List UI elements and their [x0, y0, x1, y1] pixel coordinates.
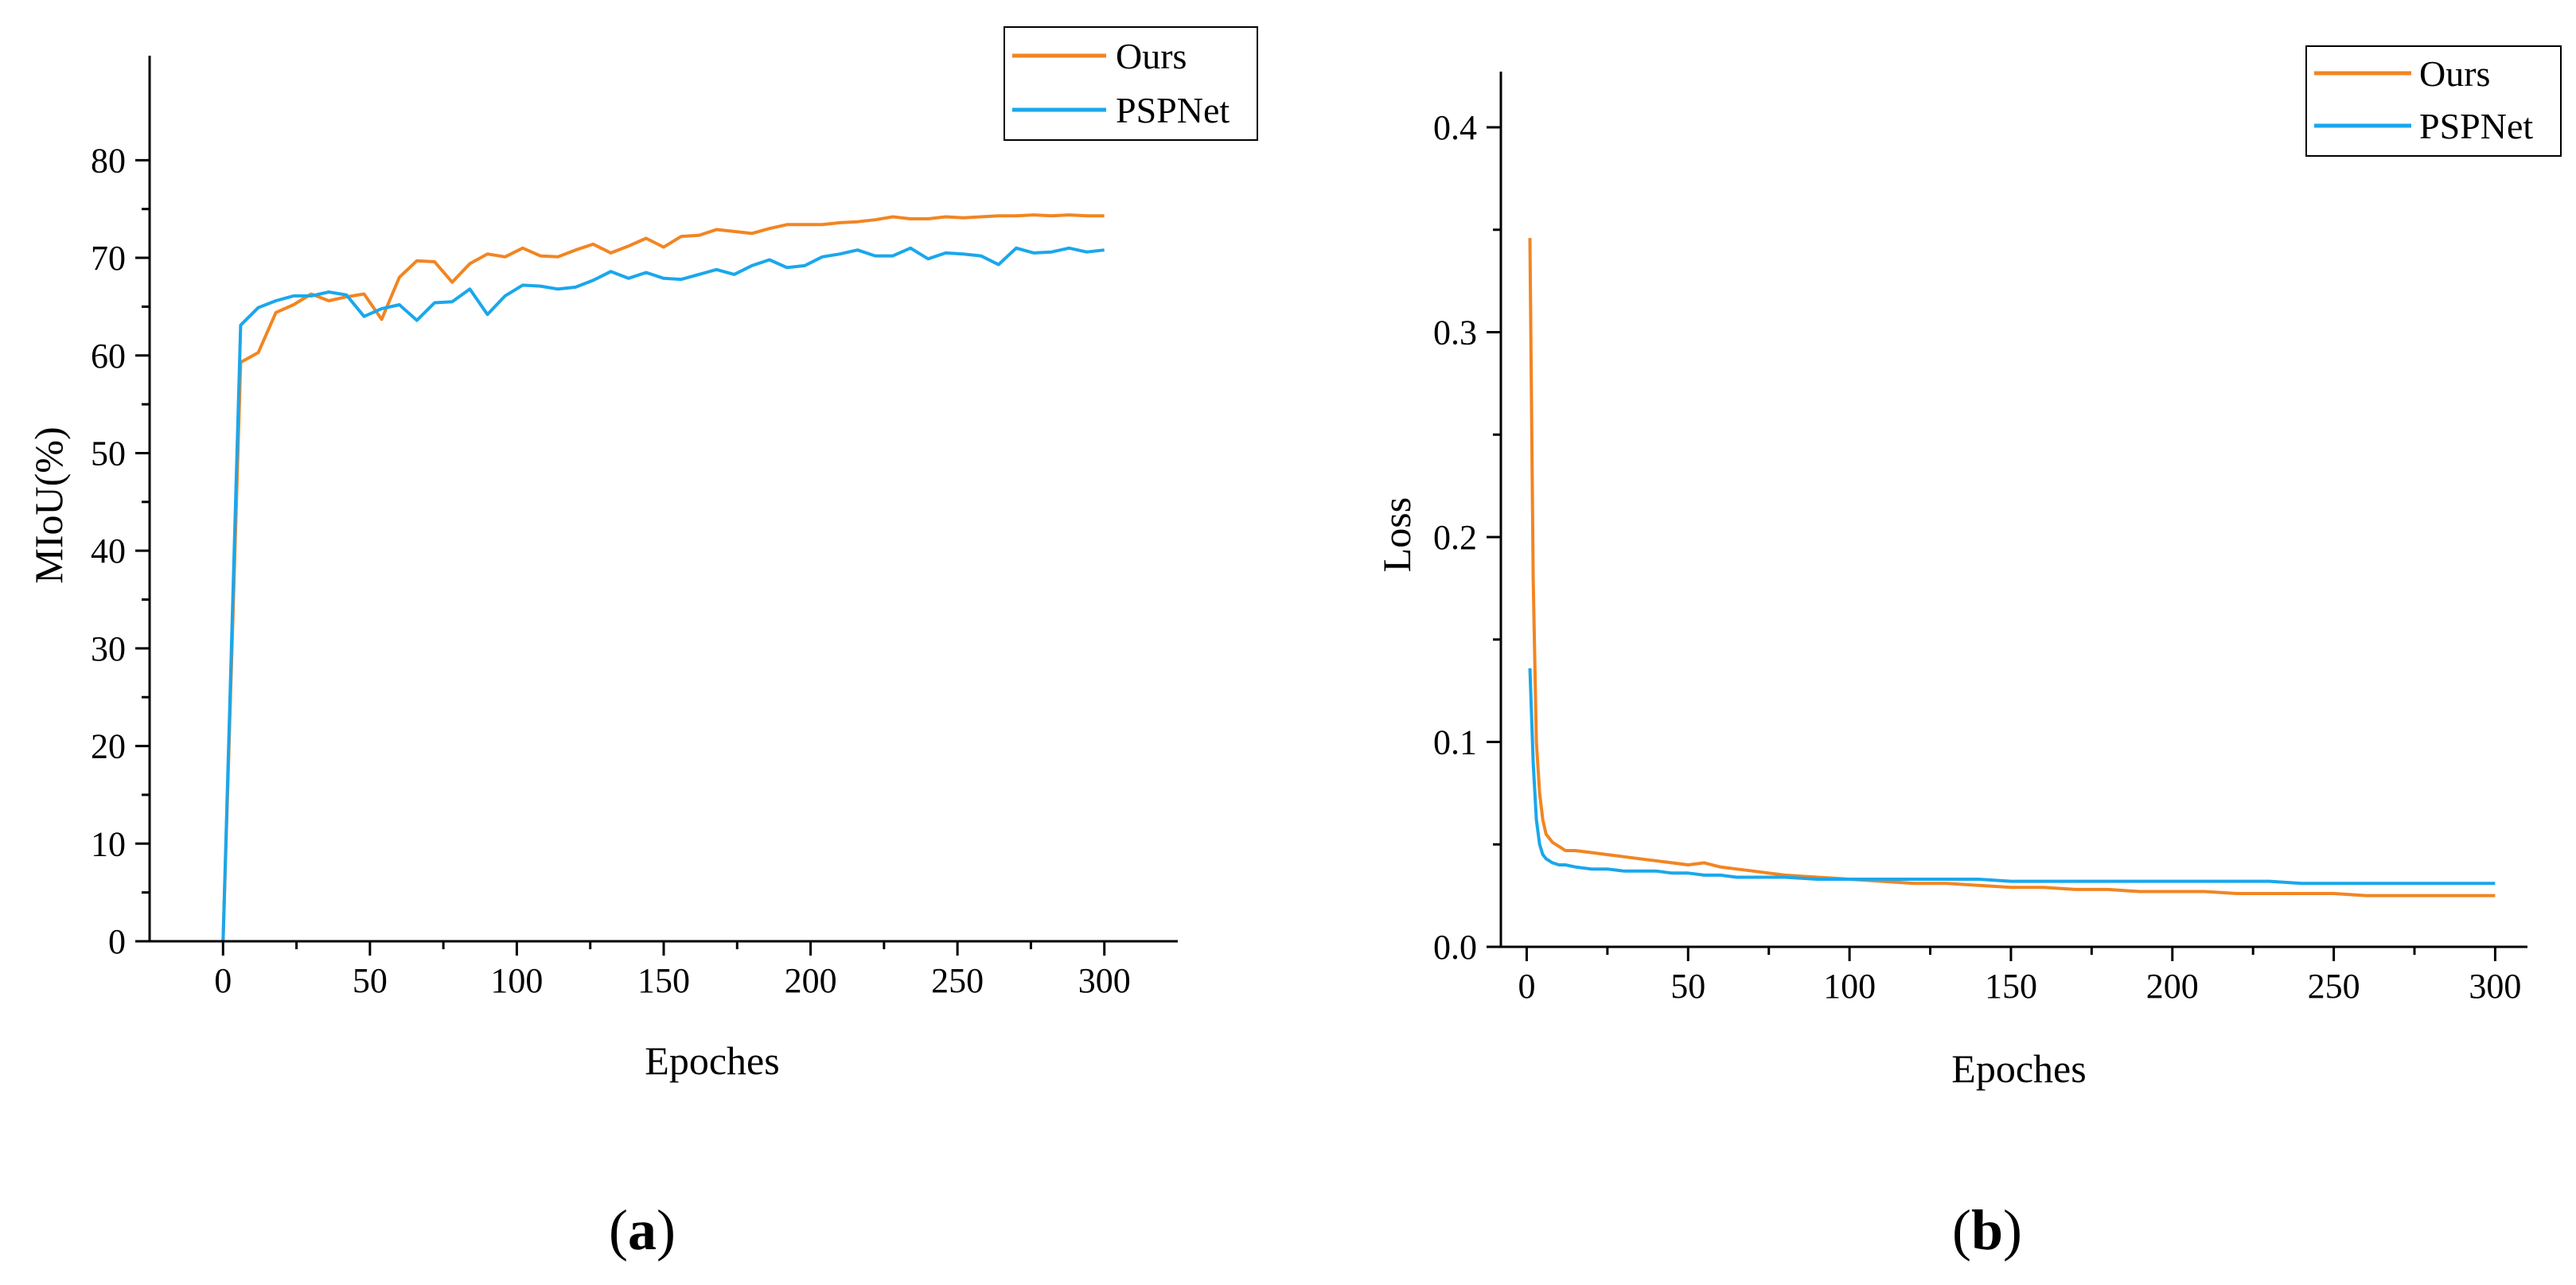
panel-b-x-tick-label: 150	[1985, 967, 2037, 1006]
panel-b-y-tick-label: 0.4	[1433, 108, 1477, 147]
panel-b-caption: (b)	[1952, 1198, 2022, 1262]
panel-a-x-axis-label: Epoches	[645, 1038, 779, 1083]
panel-a-x-tick-label: 0	[214, 961, 232, 1000]
panel-b-x-tick-label: 250	[2308, 967, 2360, 1006]
panel-b-axes: 0 50 100 150 200 250 300 0.0 0.1 0.2 0.3 0.4	[1433, 72, 2527, 1006]
panel-a-chart: 0 50 100 150 200 250 300 0 10 20 30 40 50 60 70 80 Epoc…	[26, 26, 1258, 1262]
panel-a-legend-label-pspnet: PSPNet	[1116, 90, 1230, 130]
panel-a-legend-box	[1004, 26, 1258, 141]
panel-a-legend: Ours PSPNet	[1004, 26, 1258, 141]
panel-a-y-tick-label: 40	[91, 532, 126, 570]
panel-a-y-tick-label: 60	[91, 337, 126, 376]
panel-a-x-tick-label: 150	[637, 961, 690, 1000]
panel-b-y-tick-label: 0.1	[1433, 723, 1477, 762]
panel-a-x-tick-label: 200	[785, 961, 837, 1000]
panel-b-x-axis-label: Epoches	[1951, 1046, 2086, 1091]
panel-a-y-tick-label: 80	[91, 141, 126, 180]
panel-b-y-axis-label: Loss	[1374, 497, 1419, 572]
panel-b-legend: Ours PSPNet	[2305, 45, 2562, 157]
panel-b-legend-label-pspnet: PSPNet	[2419, 106, 2533, 146]
panel-a-axes: 0 50 100 150 200 250 300 0 10 20 30 40 50 60 70 80	[91, 56, 1178, 1000]
panel-a-x-tick-label: 100	[490, 961, 543, 1000]
panel-a-series-pspnet-line	[221, 246, 1105, 942]
panel-a-y-tick-label: 70	[91, 239, 126, 278]
panel-b-y-tick-label: 0.0	[1433, 928, 1477, 967]
panel-a-y-tick-label: 30	[91, 629, 126, 668]
panel-b-x-tick-label: 100	[1823, 967, 1876, 1006]
panel-b-legend-box	[2305, 45, 2562, 157]
panel-b-series-layer	[1528, 238, 2496, 898]
panel-a-y-tick-label: 0	[108, 922, 126, 961]
panel-a-y-tick-label: 20	[91, 727, 126, 766]
panel-b-y-tick-label: 0.3	[1433, 313, 1477, 352]
panel-b-x-tick-label: 300	[2469, 967, 2521, 1006]
panel-a-x-tick-label: 50	[353, 961, 388, 1000]
panel-a-y-tick-label: 10	[91, 824, 126, 863]
panel-b-series-ours-line	[1528, 238, 2496, 898]
panel-a-series-layer	[221, 213, 1105, 942]
panel-a-series-ours-line	[221, 213, 1105, 942]
panel-a-caption: (a)	[609, 1198, 676, 1262]
panel-a-y-tick-label: 50	[91, 434, 126, 473]
panel-b-chart: 0 50 100 150 200 250 300 0.0 0.1 0.2 0.3 0.4 Epoche…	[1374, 45, 2562, 1262]
panel-a-y-axis-label: MIoU(%)	[26, 426, 71, 583]
panel-b-legend-label-ours: Ours	[2419, 53, 2490, 94]
panel-a-legend-label-ours: Ours	[1116, 36, 1187, 76]
panel-b-series-pspnet-line	[1528, 668, 2496, 886]
panel-a-x-tick-label: 250	[931, 961, 984, 1000]
panel-a-x-tick-label: 300	[1078, 961, 1131, 1000]
panel-b-x-tick-label: 0	[1518, 967, 1535, 1006]
panel-b-x-tick-label: 200	[2146, 967, 2199, 1006]
panel-b-y-tick-label: 0.2	[1433, 518, 1477, 557]
panel-b-x-tick-label: 50	[1670, 967, 1705, 1006]
